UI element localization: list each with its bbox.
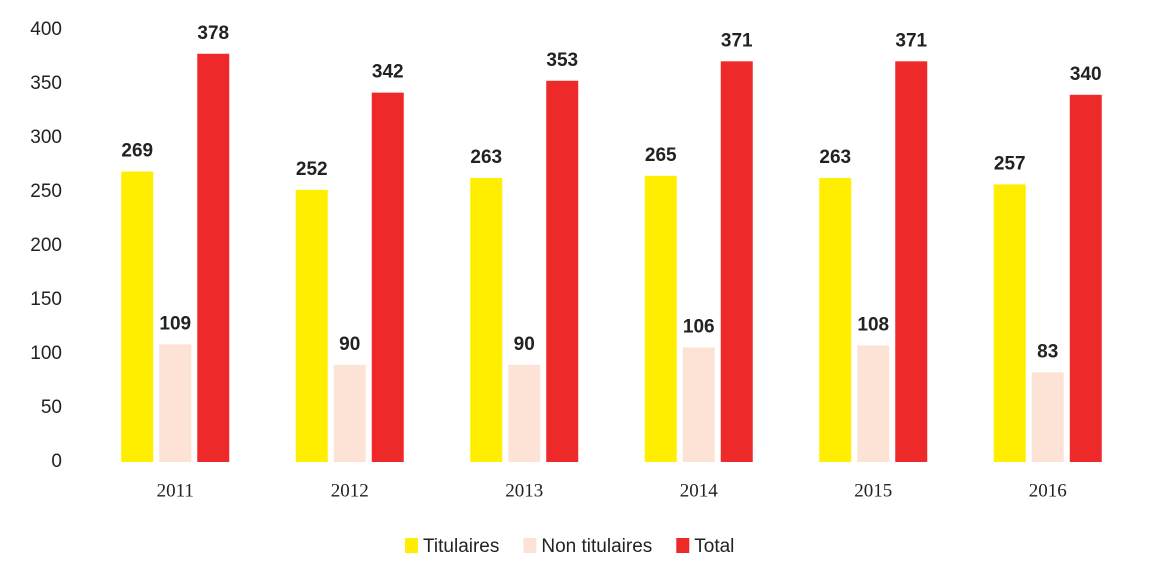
- data-label: 342: [372, 62, 404, 83]
- data-label: 265: [645, 145, 677, 166]
- data-label: 371: [721, 30, 753, 51]
- y-tick-label: 400: [30, 19, 62, 40]
- legend-label: Total: [694, 536, 734, 557]
- bar: [819, 177, 852, 462]
- data-label: 90: [339, 334, 360, 355]
- bar: [1069, 94, 1102, 463]
- bar: [470, 177, 503, 462]
- data-label: 252: [296, 159, 328, 180]
- bar: [159, 344, 192, 462]
- x-tick-label: 2012: [331, 480, 369, 501]
- bar: [295, 189, 328, 462]
- data-label: 109: [159, 313, 191, 334]
- y-tick-label: 200: [30, 235, 62, 256]
- data-label: 378: [197, 23, 229, 44]
- bar: [993, 184, 1026, 462]
- x-tick-label: 2014: [680, 480, 719, 501]
- data-label: 90: [514, 334, 535, 355]
- bar: [682, 347, 715, 462]
- data-label: 371: [895, 30, 927, 51]
- data-label: 106: [683, 317, 715, 338]
- data-label: 269: [121, 140, 153, 161]
- y-tick-label: 50: [41, 397, 62, 418]
- data-label: 108: [857, 314, 889, 335]
- x-tick-label: 2013: [505, 480, 543, 501]
- bar: [644, 175, 677, 463]
- data-label: 263: [470, 147, 502, 168]
- y-tick-label: 300: [30, 127, 62, 148]
- data-label: 257: [994, 153, 1026, 174]
- bar: [333, 364, 366, 462]
- legend-swatch: [405, 538, 418, 553]
- y-tick-label: 100: [30, 343, 62, 364]
- legend: Titulaires Non titulaires Total: [405, 536, 734, 557]
- y-tick-label: 150: [30, 289, 62, 310]
- bar: [197, 53, 230, 462]
- data-label: 340: [1070, 64, 1102, 85]
- x-tick-label: 2011: [157, 480, 194, 501]
- bar: [546, 80, 579, 462]
- data-label: 353: [546, 50, 578, 71]
- data-label: 263: [819, 147, 851, 168]
- bar: [1031, 372, 1064, 462]
- x-tick-label: 2016: [1029, 480, 1067, 501]
- bar: [121, 171, 154, 463]
- y-tick-label: 250: [30, 181, 62, 202]
- bar: [895, 61, 928, 462]
- legend-label: Non titulaires: [541, 536, 652, 557]
- bar: [857, 345, 890, 462]
- y-tick-label: 350: [30, 73, 62, 94]
- y-tick-label: 0: [51, 451, 62, 472]
- legend-swatch: [676, 538, 690, 553]
- legend-swatch: [523, 538, 537, 553]
- legend-label: Titulaires: [423, 536, 499, 557]
- x-tick-label: 2015: [854, 480, 892, 501]
- bar: [371, 92, 404, 462]
- data-label: 83: [1037, 341, 1058, 362]
- bar: [720, 61, 753, 462]
- bar: [508, 364, 541, 462]
